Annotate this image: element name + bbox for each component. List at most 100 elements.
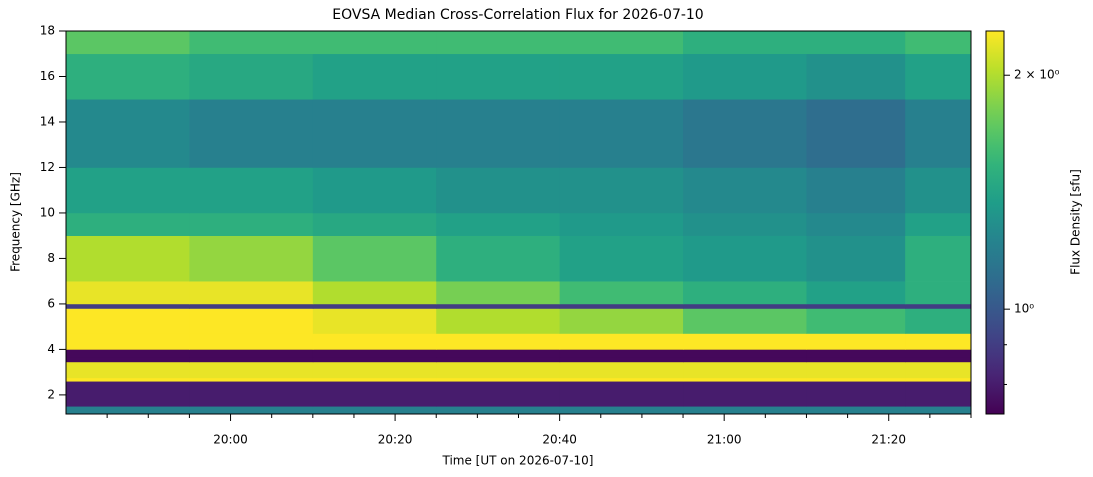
heatmap-cell [66, 31, 190, 55]
heatmap-cell [806, 333, 906, 350]
heatmap-cell [66, 361, 190, 379]
heatmap-cell [806, 303, 906, 309]
heatmap-cell [905, 308, 972, 334]
heatmap-cell [683, 406, 807, 415]
heatmap-cell [806, 212, 906, 236]
heatmap-cell [66, 99, 190, 168]
heatmap-cell [436, 361, 561, 379]
heatmap-cell [683, 308, 807, 334]
heatmap-cell [189, 333, 314, 350]
heatmap-cell [905, 357, 972, 363]
heatmap-cell [683, 31, 807, 55]
heatmap-cell [905, 333, 972, 350]
heatmap-cell [66, 53, 190, 100]
x-axis-label: Time [UT on 2026-07-10] [442, 454, 594, 468]
heatmap-cell [683, 357, 807, 363]
heatmap-cell [66, 406, 190, 415]
heatmap-cell [312, 99, 437, 168]
heatmap-cell [806, 361, 906, 379]
heatmap-cell [189, 167, 314, 214]
colorbar-tick-label: 2 × 10⁰ [1014, 68, 1060, 82]
heatmap-cell [806, 281, 906, 305]
chart-title: EOVSA Median Cross-Correlation Flux for … [332, 7, 703, 23]
heatmap-cell [312, 281, 437, 305]
heatmap-cell [905, 212, 972, 236]
heatmap-cell [905, 303, 972, 309]
heatmap-cell [905, 53, 972, 100]
heatmap-cell [436, 377, 561, 382]
heatmap-cell [559, 308, 684, 334]
heatmap-cell [66, 308, 190, 334]
heatmap-cell [189, 406, 314, 415]
heatmap-cell [905, 167, 972, 214]
heatmap-cell [683, 361, 807, 379]
y-tick-label: 6 [47, 296, 55, 310]
colorbar-tick-label: 10⁰ [1014, 302, 1034, 316]
colorbar [985, 30, 1005, 415]
y-tick-label: 2 [47, 387, 55, 401]
heatmap-cell [436, 381, 561, 407]
heatmap-cell [312, 53, 437, 100]
heatmap-cell [683, 235, 807, 282]
heatmap-cell [189, 349, 314, 358]
heatmap-cell [189, 361, 314, 379]
heatmap-cell [559, 381, 684, 407]
y-tick-label: 16 [40, 69, 55, 83]
heatmap-cell [312, 377, 437, 382]
heatmap-cell [559, 99, 684, 168]
heatmap-cell [559, 406, 684, 415]
heatmap-cell [683, 212, 807, 236]
heatmap-cell [436, 333, 561, 350]
heatmap-cell [559, 303, 684, 309]
heatmap-cell [683, 381, 807, 407]
heatmap-cell [66, 349, 190, 358]
heatmap-cell [436, 303, 561, 309]
heatmap-cell [436, 281, 561, 305]
heatmap-cell [312, 357, 437, 363]
heatmap-cell [806, 381, 906, 407]
heatmap-cell [189, 99, 314, 168]
x-tick-label: 20:40 [542, 433, 577, 447]
heatmap-cell [683, 377, 807, 382]
heatmap-cell [189, 31, 314, 55]
heatmap-cell [683, 281, 807, 305]
heatmap-cell [559, 377, 684, 382]
heatmap-cell [683, 303, 807, 309]
heatmap-cell [436, 406, 561, 415]
heatmap-cell [312, 235, 437, 282]
heatmap-cell [806, 406, 906, 415]
heatmap-cell [66, 377, 190, 382]
heatmap-cell [436, 167, 561, 214]
heatmap-cell [66, 333, 190, 350]
heatmap-cell [905, 31, 972, 55]
heatmap-cell [806, 377, 906, 382]
y-tick-label: 8 [47, 251, 55, 265]
heatmap-cell [66, 357, 190, 363]
heatmap-cell [806, 357, 906, 363]
heatmap-cell [312, 303, 437, 309]
heatmap-cell [189, 281, 314, 305]
heatmap-cell [559, 235, 684, 282]
heatmap-cell [189, 235, 314, 282]
heatmap-cell [189, 308, 314, 334]
heatmap-cell [66, 235, 190, 282]
heatmap-cell [436, 308, 561, 334]
heatmap-cell [436, 212, 561, 236]
heatmap-cell [806, 99, 906, 168]
heatmap-cell [436, 357, 561, 363]
heatmap-cell [559, 357, 684, 363]
heatmap-cell [66, 212, 190, 236]
y-tick-label: 12 [40, 160, 55, 174]
heatmap-cell [806, 308, 906, 334]
heatmap-cell [683, 99, 807, 168]
heatmap-cell [66, 281, 190, 305]
heatmap-cell [683, 349, 807, 358]
heatmap-cell [559, 31, 684, 55]
heatmap-cell [436, 31, 561, 55]
heatmap-cell [806, 349, 906, 358]
heatmap-cell [683, 167, 807, 214]
heatmap-cell [66, 303, 190, 309]
heatmap-cell [436, 349, 561, 358]
heatmap-cell [312, 381, 437, 407]
heatmap-cell [436, 53, 561, 100]
